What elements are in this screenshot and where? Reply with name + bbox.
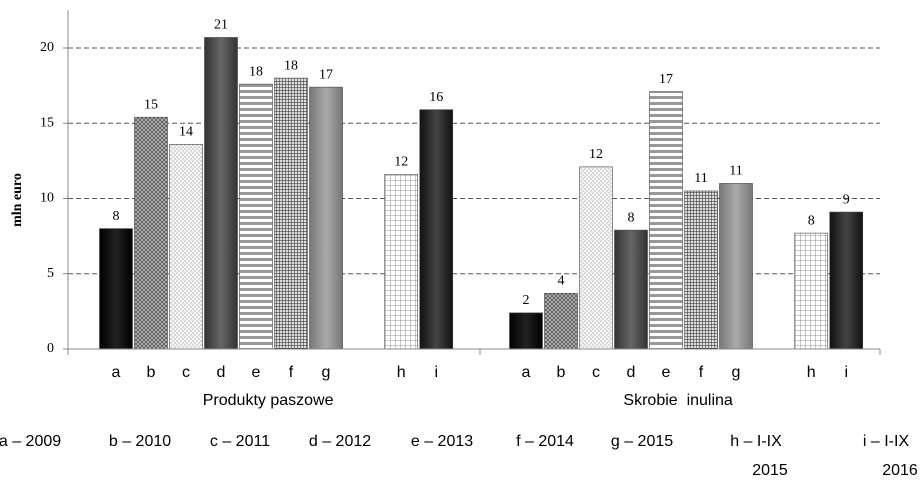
bar [419, 109, 454, 350]
bar [274, 77, 308, 350]
x-tick-label: i [434, 364, 438, 381]
legend-label: 2015 [752, 462, 788, 479]
bar [204, 37, 238, 350]
bar [169, 144, 203, 350]
bar [309, 86, 343, 350]
value-label: 11 [729, 164, 742, 179]
x-tick-label: c [182, 364, 190, 381]
bar [684, 190, 718, 350]
x-tick-label: f [289, 364, 294, 381]
bar [649, 91, 683, 350]
bar [579, 166, 613, 350]
legend-label: i – I-IX [863, 433, 910, 450]
value-label: 4 [558, 274, 565, 289]
x-tick-label: h [397, 364, 406, 381]
legend-label: 2016 [882, 462, 918, 479]
x-tick-label: b [147, 364, 156, 381]
bar [794, 232, 829, 350]
value-label: 17 [319, 67, 333, 82]
group-label: Skrobie inulina [623, 392, 733, 409]
value-label: 2 [523, 293, 530, 308]
y-tick-label: 10 [40, 191, 54, 206]
legend-label: a – 2009 [0, 433, 61, 450]
value-label: 21 [214, 18, 228, 33]
x-tick-label: h [807, 364, 816, 381]
value-label: 15 [144, 97, 158, 112]
bar [134, 116, 168, 350]
plot-area [68, 37, 880, 350]
x-tick-label: e [662, 364, 671, 381]
x-tick-label: c [592, 364, 600, 381]
value-label: 12 [394, 155, 408, 170]
bar [384, 174, 419, 350]
value-label: 18 [249, 64, 263, 79]
value-label: 12 [589, 147, 603, 162]
bar [544, 293, 578, 350]
value-label: 11 [694, 171, 707, 186]
value-label: 8 [808, 213, 815, 228]
x-tick-label: g [732, 364, 741, 381]
legend-label: e – 2013 [411, 433, 473, 450]
y-tick-label: 15 [40, 115, 54, 130]
value-label: 14 [179, 125, 193, 140]
y-axis-label: mln euro [10, 173, 25, 227]
x-tick-label: b [557, 364, 566, 381]
legend-label: g – 2015 [611, 433, 673, 450]
x-tick-label: i [844, 364, 848, 381]
value-label: 17 [659, 72, 673, 87]
bar [614, 229, 648, 350]
y-tick-label: 0 [47, 341, 54, 356]
bar [719, 183, 753, 350]
value-label: 18 [284, 58, 298, 73]
legend-label: d – 2012 [309, 433, 371, 450]
x-tick-label: d [217, 364, 226, 381]
y-tick-label: 20 [40, 40, 54, 55]
value-label: 16 [429, 90, 443, 105]
x-tick-label: e [252, 364, 261, 381]
x-tick-label: a [522, 364, 531, 381]
group-label: Produkty paszowe [203, 392, 334, 409]
x-tick-label: g [322, 364, 331, 381]
bar [99, 228, 133, 350]
value-label: 9 [843, 192, 850, 207]
value-label: 8 [628, 210, 635, 225]
legend-label: f – 2014 [516, 433, 574, 450]
y-tick-label: 5 [47, 266, 54, 281]
x-tick-label: d [627, 364, 636, 381]
bar [239, 83, 273, 350]
legend-label: b – 2010 [109, 433, 171, 450]
bar [829, 211, 864, 350]
x-tick-label: f [699, 364, 704, 381]
value-label: 8 [113, 209, 120, 224]
legend-label: h – I-IX [730, 433, 782, 450]
legend-label: c – 2011 [210, 433, 270, 450]
x-tick-label: a [112, 364, 121, 381]
bar [509, 312, 543, 350]
